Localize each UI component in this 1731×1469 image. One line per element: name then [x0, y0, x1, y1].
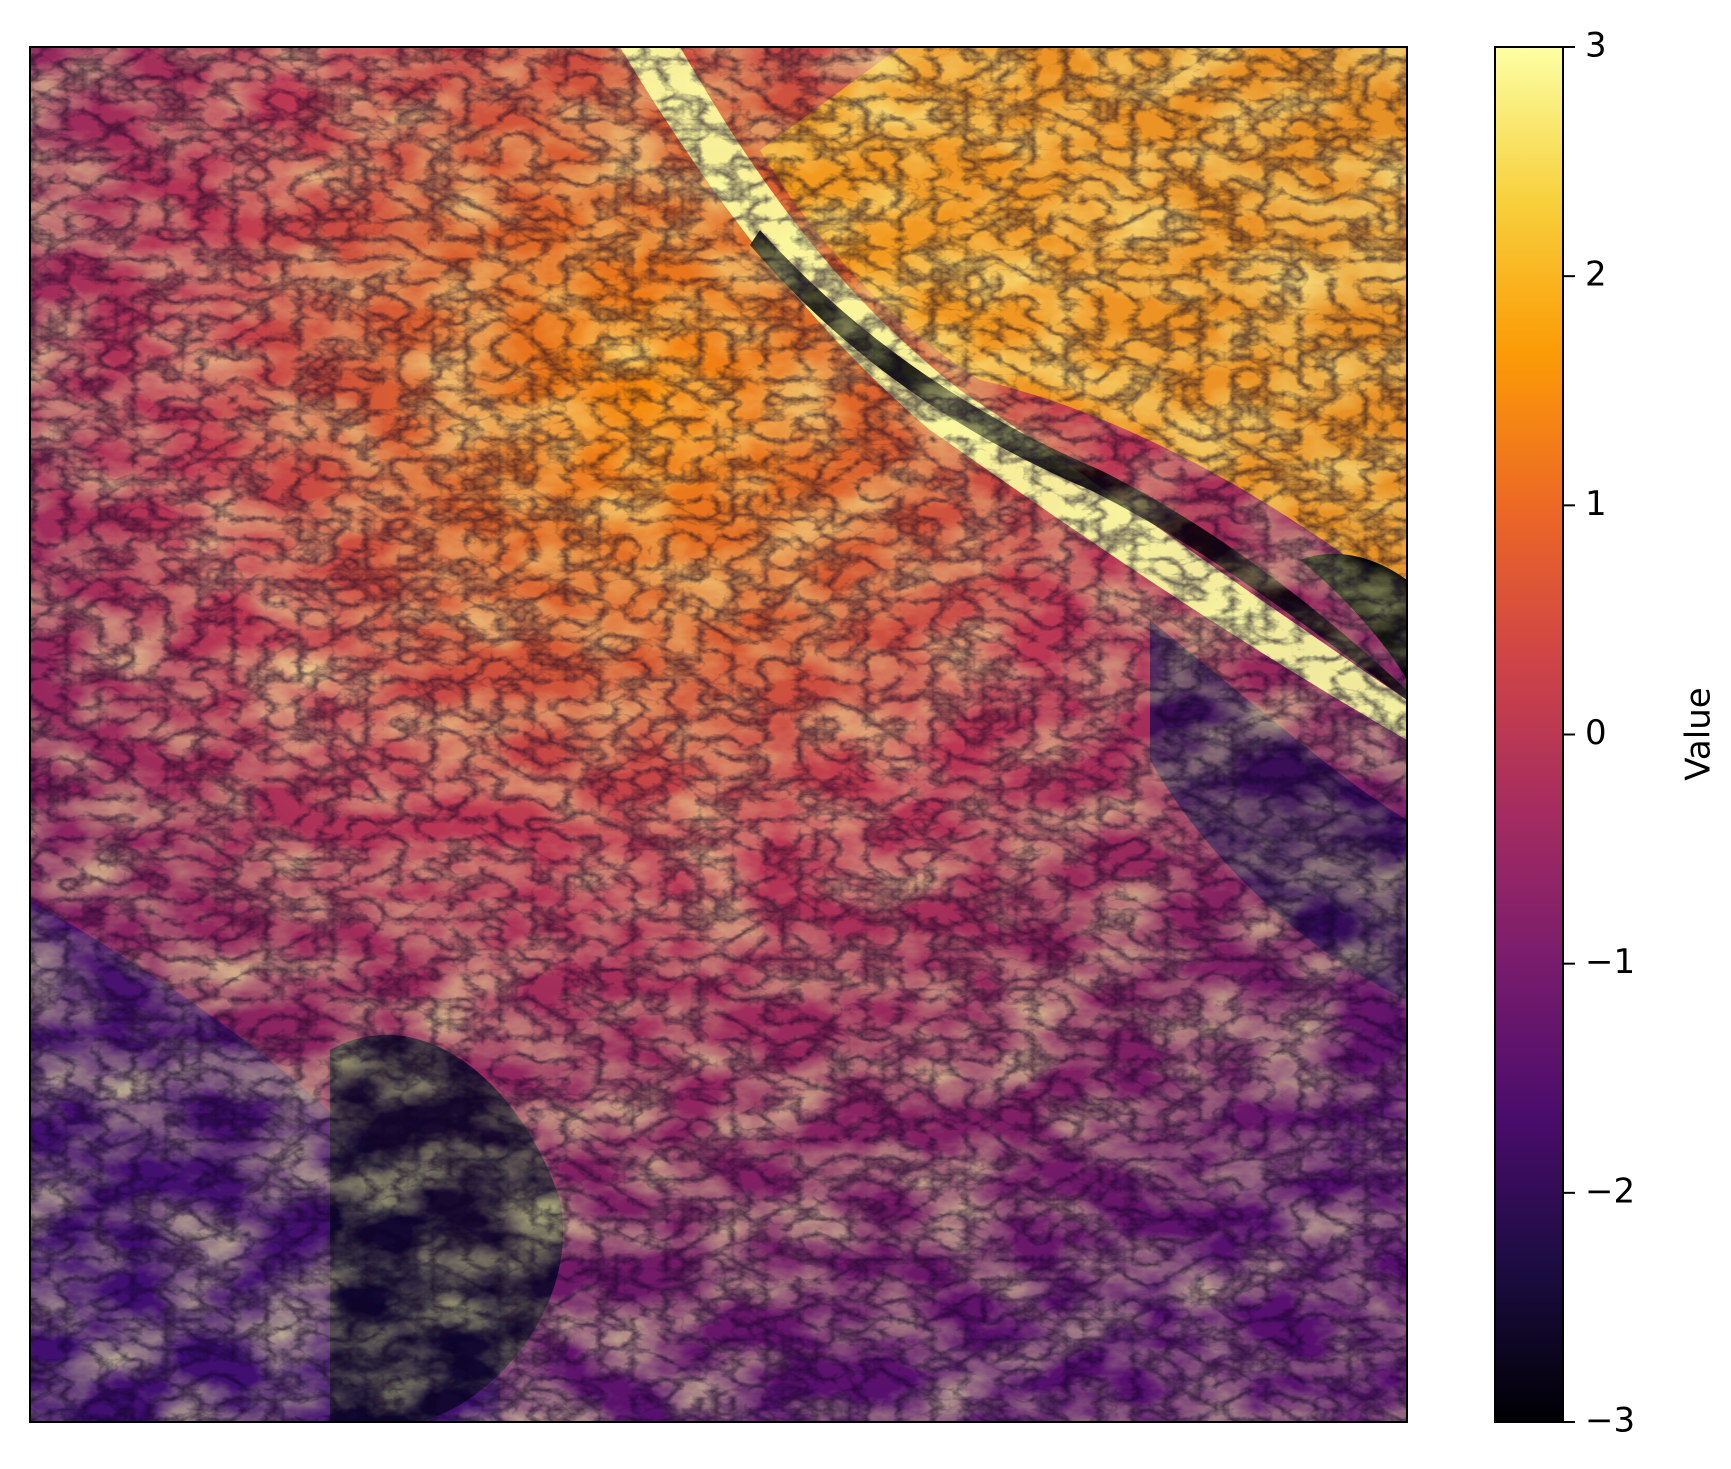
heatmap-frame [29, 46, 1408, 1423]
colorbar-tick-label: −1 [1585, 942, 1635, 982]
colorbar-tick-label: −3 [1585, 1401, 1635, 1441]
colorbar-gradient [1495, 47, 1563, 1422]
colorbar-tick-label: 1 [1585, 484, 1607, 524]
colorbar-tick-label: 3 [1585, 26, 1607, 66]
heatmap-image [30, 47, 1407, 1422]
colorbar-label: Value [1679, 687, 1719, 780]
colorbar-tick-label: 2 [1585, 255, 1607, 295]
colorbar: 3 2 1 0 −1 −2 −3 Value [1494, 26, 1719, 1441]
colorbar-tick-label: 0 [1585, 713, 1607, 753]
colorbar-ticks: 3 2 1 0 −1 −2 −3 [1563, 26, 1635, 1441]
colorbar-tick-label: −2 [1585, 1171, 1635, 1211]
